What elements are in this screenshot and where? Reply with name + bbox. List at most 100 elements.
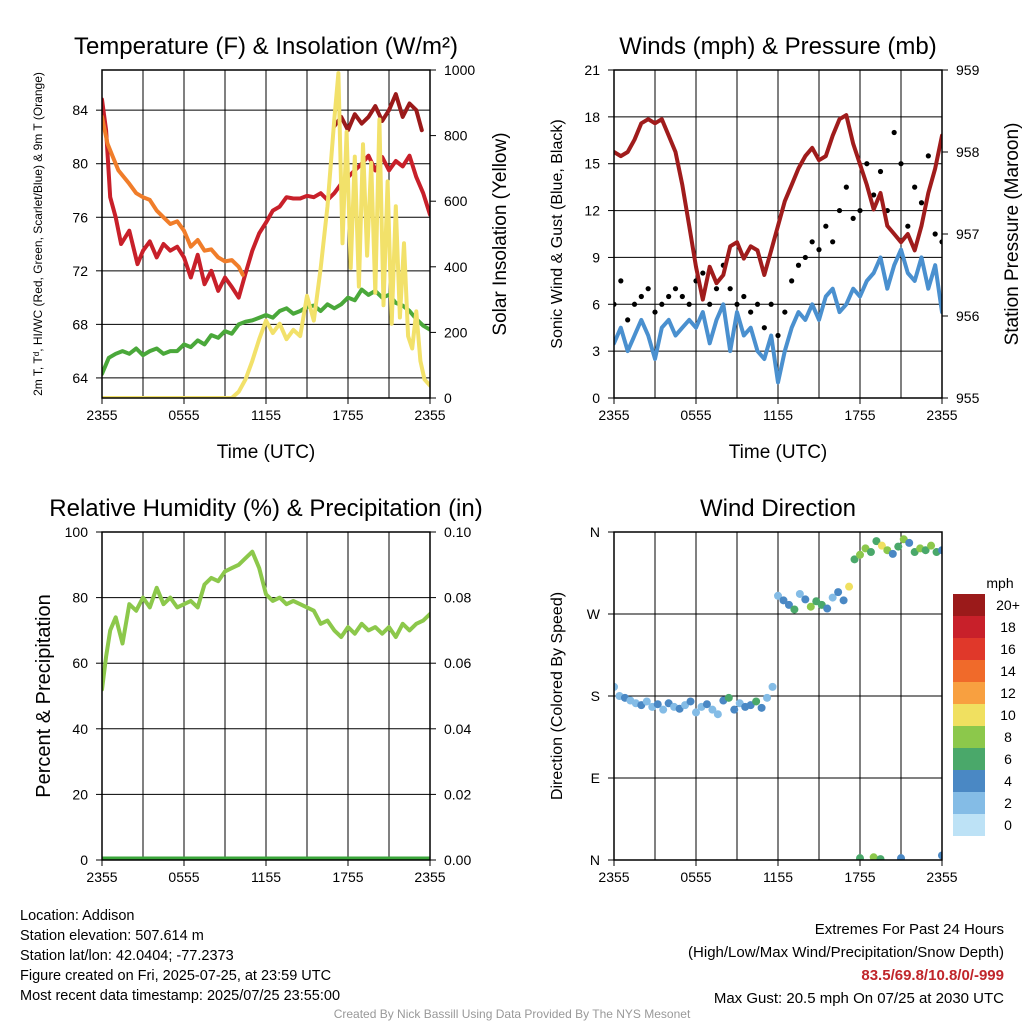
station-info: Location: Addison Station elevation: 507… bbox=[20, 906, 340, 1006]
y2-tick-label: 0 bbox=[444, 390, 452, 406]
gust-point bbox=[816, 247, 822, 253]
x-tick-label: 0555 bbox=[168, 869, 199, 885]
gust-point bbox=[789, 278, 795, 284]
chart-1: 2355 0555 1155 1755 2355 64 68 72 76 80 84 0 200 400 6… bbox=[31, 33, 511, 463]
x-tick-label: 1755 bbox=[332, 869, 363, 885]
y2-tick-label: 959 bbox=[956, 62, 980, 78]
legend-label: 8 bbox=[1004, 729, 1012, 745]
gust-point bbox=[864, 161, 870, 167]
direction-point bbox=[856, 550, 864, 559]
gust-point bbox=[843, 184, 849, 190]
direction-point bbox=[823, 604, 832, 613]
gust-point bbox=[877, 168, 884, 175]
y-tick-label: 40 bbox=[72, 721, 88, 737]
chart-title: Relative Humidity (%) & Precipitation (i… bbox=[49, 495, 482, 522]
plot-area bbox=[102, 549, 430, 860]
gust-point bbox=[809, 239, 815, 245]
x-tick-label: 1755 bbox=[332, 407, 363, 423]
plot-frame bbox=[101, 531, 431, 861]
direction-point bbox=[642, 697, 651, 706]
y2-tick-label: 958 bbox=[956, 144, 980, 160]
x-axis-label: Time (UTC) bbox=[217, 442, 316, 463]
direction-point bbox=[850, 555, 859, 564]
plot-frame bbox=[613, 69, 943, 399]
direction-point bbox=[834, 588, 843, 597]
y-tick-label: 0 bbox=[592, 390, 600, 406]
plot-area bbox=[614, 113, 942, 385]
direction-point bbox=[614, 682, 618, 691]
direction-point bbox=[856, 854, 864, 860]
y2-axis-label: Station Pressure (Maroon) bbox=[1002, 123, 1023, 346]
y2-tick-label: 600 bbox=[444, 193, 468, 209]
location-text: Location: Addison bbox=[20, 908, 135, 924]
gust-point bbox=[734, 301, 740, 307]
gust-point bbox=[905, 223, 911, 229]
x-tick-label: 2355 bbox=[926, 869, 957, 885]
gust-point bbox=[638, 293, 644, 300]
extremes-title: Extremes For Past 24 Hours bbox=[814, 921, 1004, 938]
direction-point bbox=[692, 708, 700, 717]
direction-point bbox=[938, 851, 942, 860]
y-tick-label: 80 bbox=[72, 590, 88, 606]
x-tick-label: 2355 bbox=[414, 869, 445, 885]
direction-point bbox=[653, 700, 662, 709]
gust-point bbox=[748, 309, 754, 315]
x-tick-label: 0555 bbox=[680, 869, 711, 885]
direction-point bbox=[708, 705, 717, 714]
legend-swatch bbox=[953, 748, 985, 770]
y2-tick-label: 957 bbox=[956, 226, 980, 242]
legend-label: 14 bbox=[1000, 663, 1016, 679]
gust-point bbox=[659, 301, 665, 307]
chart-3: 2355 0555 1155 1755 23550204060801000.000.02… bbox=[33, 495, 483, 885]
y-tick-label: W bbox=[587, 606, 601, 622]
y2-tick-label: 0.06 bbox=[444, 655, 471, 671]
gust-point bbox=[666, 293, 672, 300]
gust-point bbox=[871, 192, 877, 198]
plot-area bbox=[102, 71, 430, 398]
extremes-info: Extremes For Past 24 Hours (High/Low/Max… bbox=[688, 918, 1004, 1010]
gust-point bbox=[761, 325, 767, 331]
gust-point bbox=[775, 332, 781, 339]
gust-point bbox=[679, 293, 685, 300]
gust-point bbox=[707, 301, 713, 307]
gust-point bbox=[918, 200, 925, 206]
legend-label: 10 bbox=[1000, 707, 1016, 723]
direction-point bbox=[839, 596, 848, 605]
y-tick-label: 100 bbox=[65, 524, 89, 540]
direction-point bbox=[768, 682, 777, 691]
x-tick-label: 2355 bbox=[414, 407, 445, 423]
legend-title: mph bbox=[986, 575, 1013, 591]
elevation-text: Station elevation: 507.614 m bbox=[20, 928, 204, 944]
direction-point bbox=[686, 697, 695, 706]
direction-point bbox=[872, 537, 881, 546]
series-line bbox=[102, 97, 430, 300]
plot-frame bbox=[101, 69, 431, 399]
x-tick-label: 2355 bbox=[86, 869, 117, 885]
y2-tick-label: 0.00 bbox=[444, 852, 471, 868]
gust-point bbox=[802, 254, 808, 261]
direction-point bbox=[774, 591, 782, 600]
chart-2: 2355 0555 1155 1755 235503691215182195595695… bbox=[549, 33, 1023, 463]
direction-point bbox=[784, 600, 793, 609]
gust-point bbox=[618, 278, 624, 284]
series-line bbox=[614, 247, 942, 385]
gust-point bbox=[891, 129, 897, 136]
series-line bbox=[102, 549, 430, 692]
legend-swatch bbox=[953, 704, 985, 726]
legend-swatch bbox=[953, 682, 985, 704]
direction-point bbox=[806, 602, 815, 611]
chart-title: Temperature (F) & Insolation (W/m²) bbox=[74, 33, 458, 60]
y-tick-label: N bbox=[590, 524, 600, 540]
x-tick-label: 2355 bbox=[598, 407, 629, 423]
x-tick-label: 1155 bbox=[251, 407, 281, 423]
legend-swatch bbox=[953, 638, 985, 660]
series-line bbox=[614, 113, 942, 302]
legend-swatch bbox=[953, 726, 985, 748]
legend-label: 0 bbox=[1004, 817, 1012, 833]
legend-label: 20+ bbox=[996, 597, 1020, 613]
gust-point bbox=[700, 270, 706, 276]
x-tick-label: 0555 bbox=[168, 407, 199, 423]
direction-point bbox=[724, 693, 733, 702]
